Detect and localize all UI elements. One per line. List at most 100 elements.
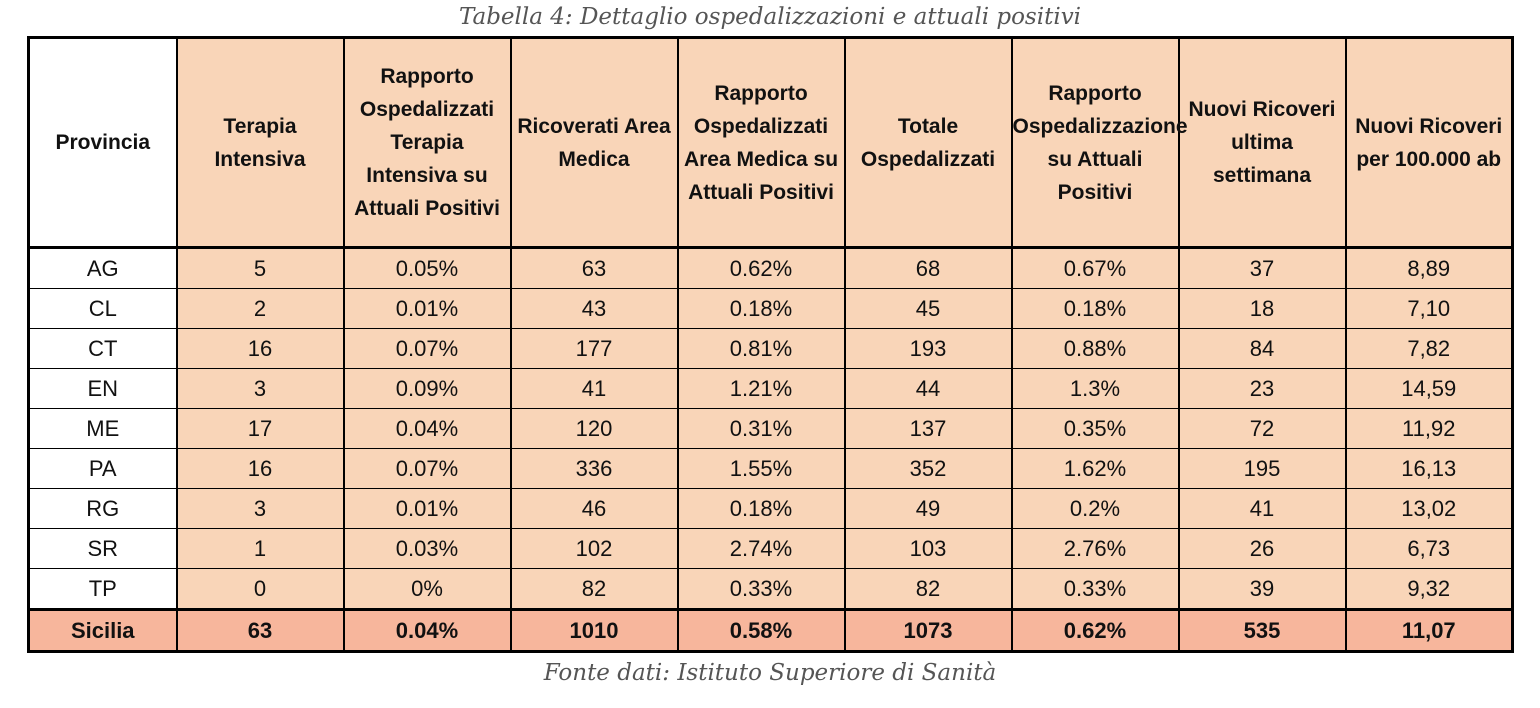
table-cell: 0 — [175, 568, 344, 610]
total-cell: 11,07 — [1344, 608, 1513, 652]
table-cell: 177 — [509, 328, 678, 369]
column-header-totale-ospedalizzati: Totale Ospedalizzati — [843, 37, 1012, 249]
table-cell: 0.31% — [676, 408, 845, 449]
province-cell: CL — [28, 288, 177, 329]
table-cell: 46 — [509, 488, 678, 529]
table-cell: 102 — [509, 528, 678, 569]
province-cell: ME — [28, 408, 177, 449]
table-cell: 0.07% — [342, 448, 511, 489]
table-row: CL 2 0.01% 43 0.18% 45 0.18% 18 7,10 — [28, 288, 1513, 329]
column-header-rapporto-area-medica: Rapporto Ospedalizzati Area Medica su At… — [676, 37, 845, 249]
table-cell: 84 — [1177, 328, 1346, 369]
table-cell: 37 — [1177, 247, 1346, 289]
table-row: SR 1 0.03% 102 2.74% 103 2.76% 26 6,73 — [28, 528, 1513, 569]
table-cell: 1.62% — [1010, 448, 1179, 489]
table-cell: 0.09% — [342, 368, 511, 409]
column-header-terapia-intensiva: Terapia Intensiva — [175, 37, 344, 249]
table-row: TP 0 0% 82 0.33% 82 0.33% 39 9,32 — [28, 568, 1513, 610]
column-header-rapporto-ti: Rapporto Ospedalizzati Terapia Intensiva… — [342, 37, 511, 249]
table-cell: 0.01% — [342, 288, 511, 329]
table-cell: 137 — [843, 408, 1012, 449]
table-cell: 103 — [843, 528, 1012, 569]
table-cell: 43 — [509, 288, 678, 329]
table-cell: 336 — [509, 448, 678, 489]
table-cell: 82 — [843, 568, 1012, 610]
table-cell: 1.55% — [676, 448, 845, 489]
province-cell: PA — [28, 448, 177, 489]
table-cell: 0.62% — [676, 247, 845, 289]
table-cell: 0% — [342, 568, 511, 610]
column-header-ricoverati-area-medica: Ricoverati Area Medica — [509, 37, 678, 249]
table-cell: 0.33% — [676, 568, 845, 610]
table-cell: 16 — [175, 328, 344, 369]
total-label-cell: Sicilia — [28, 608, 177, 652]
table-cell: 44 — [843, 368, 1012, 409]
table-cell: 0.33% — [1010, 568, 1179, 610]
table-cell: 0.2% — [1010, 488, 1179, 529]
table-cell: 0.18% — [676, 488, 845, 529]
table-cell: 23 — [1177, 368, 1346, 409]
province-cell: CT — [28, 328, 177, 369]
table-row: PA 16 0.07% 336 1.55% 352 1.62% 195 16,1… — [28, 448, 1513, 489]
table-cell: 41 — [1177, 488, 1346, 529]
table-cell: 16,13 — [1344, 448, 1513, 489]
table-cell: 7,82 — [1344, 328, 1513, 369]
table-row: RG 3 0.01% 46 0.18% 49 0.2% 41 13,02 — [28, 488, 1513, 529]
province-cell: AG — [28, 247, 177, 289]
table-cell: 0.18% — [676, 288, 845, 329]
column-header-nuovi-ricoveri-per-100000: Nuovi Ricoveri per 100.000 ab — [1344, 37, 1513, 249]
table-cell: 0.35% — [1010, 408, 1179, 449]
table-cell: 352 — [843, 448, 1012, 489]
table-cell: 18 — [1177, 288, 1346, 329]
table-cell: 0.67% — [1010, 247, 1179, 289]
column-header-provincia: Provincia — [28, 37, 177, 249]
table-cell: 6,73 — [1344, 528, 1513, 569]
table-cell: 0.81% — [676, 328, 845, 369]
total-row: Sicilia 63 0.04% 1010 0.58% 1073 0.62% 5… — [28, 608, 1513, 652]
table-cell: 16 — [175, 448, 344, 489]
table-cell: 68 — [843, 247, 1012, 289]
province-cell: SR — [28, 528, 177, 569]
table-cell: 11,92 — [1344, 408, 1513, 449]
table-cell: 0.18% — [1010, 288, 1179, 329]
total-cell: 1073 — [843, 608, 1012, 652]
column-header-rapporto-ospedalizzazione: Rapporto Ospedalizzazione su Attuali Pos… — [1010, 37, 1188, 249]
table-cell: 2.76% — [1010, 528, 1179, 569]
total-cell: 63 — [175, 608, 344, 652]
province-cell: RG — [28, 488, 177, 529]
table-cell: 82 — [509, 568, 678, 610]
table-cell: 1 — [175, 528, 344, 569]
table-cell: 7,10 — [1344, 288, 1513, 329]
table-cell: 13,02 — [1344, 488, 1513, 529]
table-cell: 72 — [1177, 408, 1346, 449]
table-cell: 14,59 — [1344, 368, 1513, 409]
table-cell: 2.74% — [676, 528, 845, 569]
table-cell: 26 — [1177, 528, 1346, 569]
table-cell: 8,89 — [1344, 247, 1513, 289]
table-cell: 0.88% — [1010, 328, 1179, 369]
province-cell: EN — [28, 368, 177, 409]
table-cell: 0.03% — [342, 528, 511, 569]
table-cell: 63 — [509, 247, 678, 289]
table-row: CT 16 0.07% 177 0.81% 193 0.88% 84 7,82 — [28, 328, 1513, 369]
total-cell: 0.04% — [342, 608, 511, 652]
table-cell: 3 — [175, 368, 344, 409]
table-caption: Tabella 4: Dettaglio ospedalizzazioni e … — [458, 4, 1082, 30]
table-cell: 0.04% — [342, 408, 511, 449]
table-cell: 0.01% — [342, 488, 511, 529]
table-cell: 9,32 — [1344, 568, 1513, 610]
hospitalization-table: Provincia Terapia Intensiva Rapporto Osp… — [27, 36, 1514, 653]
province-cell: TP — [28, 568, 177, 610]
table-cell: 193 — [843, 328, 1012, 369]
table-cell: 41 — [509, 368, 678, 409]
column-header-nuovi-ricoveri: Nuovi Ricoveri ultima settimana — [1177, 37, 1346, 249]
source-note: Fonte dati: Istituto Superiore di Sanità — [543, 660, 997, 686]
total-cell: 535 — [1177, 608, 1346, 652]
table-row: ME 17 0.04% 120 0.31% 137 0.35% 72 11,92 — [28, 408, 1513, 449]
table-cell: 5 — [175, 247, 344, 289]
table-cell: 0.07% — [342, 328, 511, 369]
table-cell: 1.21% — [676, 368, 845, 409]
table-cell: 17 — [175, 408, 344, 449]
table-row: EN 3 0.09% 41 1.21% 44 1.3% 23 14,59 — [28, 368, 1513, 409]
table-cell: 49 — [843, 488, 1012, 529]
